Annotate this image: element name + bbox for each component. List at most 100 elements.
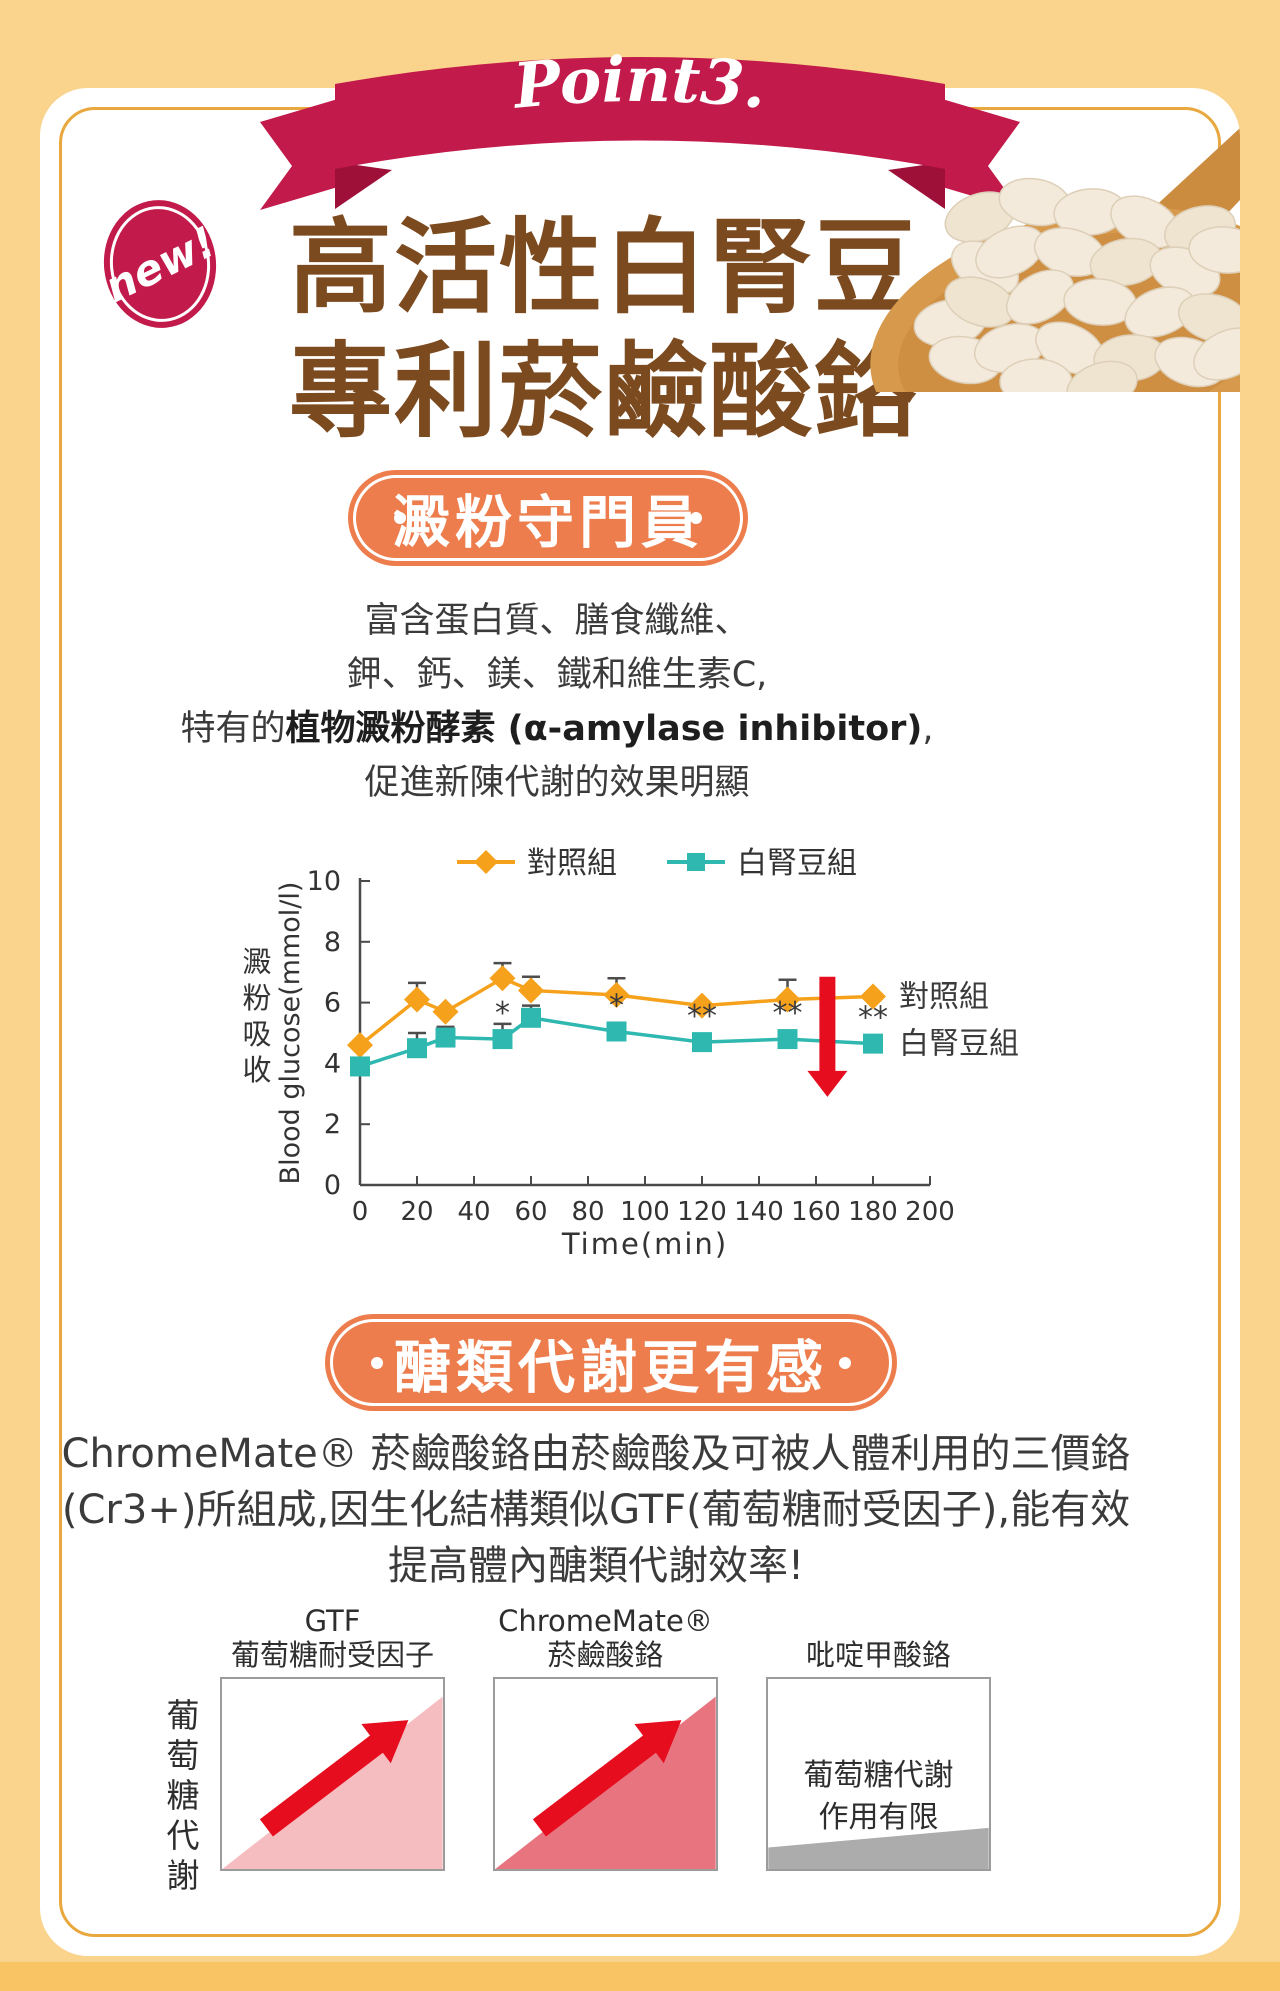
square-marker-icon <box>687 853 705 871</box>
beans-spoon-icon <box>870 128 1240 392</box>
body-text: , <box>922 709 934 749</box>
square-marker-icon <box>492 1029 513 1050</box>
x-tick: 160 <box>791 1197 841 1227</box>
x-tick: 60 <box>514 1197 547 1227</box>
diagram2-title: ChromeMate® 菸鹼酸鉻 <box>493 1598 718 1672</box>
page-title-line2: 專利菸鹼酸鉻 <box>289 331 919 452</box>
ribbon-label: Point3. <box>509 43 770 123</box>
diagram3-note-line1: 葡萄糖代謝 <box>803 1758 954 1793</box>
significance-marker: * <box>609 988 624 1023</box>
diamond-marker-icon <box>404 986 430 1013</box>
legend-label: 對照組 <box>527 846 617 881</box>
ribbon-band <box>335 57 945 169</box>
diagram2-title-line2: 菸鹼酸鉻 <box>547 1638 664 1672</box>
up-trend-arrow-icon <box>532 1720 682 1837</box>
square-marker-icon <box>863 1033 883 1054</box>
square-marker-icon <box>777 1029 798 1050</box>
ribbon-left-tail <box>260 96 348 210</box>
diagram1-title-line2: 葡萄糖耐受因子 <box>230 1638 434 1672</box>
flat-triangle <box>768 1827 989 1869</box>
body-line: 提高體內醣類代謝效率! <box>387 1543 805 1589</box>
ribbon-right-tail <box>932 96 1020 210</box>
body-line: 鉀、鈣、鎂、鐵和維生素C, <box>346 655 768 695</box>
content-card <box>40 88 1240 1956</box>
x-tick: 0 <box>352 1197 369 1227</box>
diamond-marker-icon <box>689 992 715 1019</box>
x-tick: 120 <box>677 1197 727 1227</box>
diagram3-title: 吡啶甲酸鉻 <box>766 1598 991 1672</box>
pill-dot <box>394 512 406 524</box>
diagram-box-picolinate: 葡萄糖代謝 作用有限 <box>766 1677 991 1871</box>
y-axis-label-cjk: 吸 <box>242 1017 271 1051</box>
pill-label: 醣類代謝更有感 <box>394 1334 828 1401</box>
body-line: 富含蛋白質、膳食纖維、 <box>364 601 750 641</box>
ribbon-banner-icon: Point3. <box>260 43 1020 210</box>
diamond-marker-icon <box>474 850 498 874</box>
square-marker-icon <box>606 1021 627 1042</box>
pill-dot <box>690 512 702 524</box>
bean <box>1066 360 1138 392</box>
diamond-marker-icon <box>603 982 630 1008</box>
y-tick: 2 <box>324 1109 341 1140</box>
diamond-marker-icon <box>860 983 886 1010</box>
diamond-marker-icon <box>774 986 801 1013</box>
diamond-marker-icon <box>518 977 544 1004</box>
x-tick: 180 <box>848 1197 898 1227</box>
page-title-line1: 高活性白腎豆 <box>289 207 919 328</box>
pill-dot <box>839 1356 851 1369</box>
section1-body: 富含蛋白質、膳食纖維、 鉀、鈣、鎂、鐵和維生素C, 特有的植物澱粉酵素 (α-a… <box>0 594 1114 810</box>
bottom-strip <box>0 1962 1280 1991</box>
series-end-label: 白腎豆組 <box>899 1027 1019 1062</box>
diagram1-title: GTF 葡萄糖耐受因子 <box>220 1598 445 1672</box>
diagram-box-chromemate <box>493 1677 718 1871</box>
body-text: 特有的 <box>180 709 286 749</box>
white-beans-photo <box>800 88 1240 392</box>
ribbon-text: Point3. <box>509 43 770 123</box>
square-marker-icon <box>692 1032 712 1053</box>
body-line: (Cr3+)所組成,因生化結構類似GTF(葡萄糖耐受因子),能有效 <box>61 1487 1131 1533</box>
series-end-label: 對照組 <box>899 980 989 1015</box>
body-text-bold: 植物澱粉酵素 (α-amylase inhibitor) <box>285 709 923 749</box>
up-trend-arrow-icon <box>259 1720 409 1837</box>
square-marker-icon <box>521 1007 541 1028</box>
x-tick: 200 <box>905 1197 955 1227</box>
diamond-marker-icon <box>432 998 459 1025</box>
bean <box>1193 327 1240 381</box>
x-tick: 20 <box>400 1197 433 1227</box>
diagram3-note-line2: 作用有限 <box>818 1800 939 1835</box>
x-tick: 100 <box>620 1197 670 1227</box>
legend-label: 白腎豆組 <box>737 846 857 881</box>
y-tick: 8 <box>324 927 341 958</box>
y-tick: 10 <box>307 866 341 897</box>
significance-marker: ** <box>773 996 803 1031</box>
diagram3-note: 葡萄糖代謝 作用有限 <box>768 1679 989 1869</box>
square-marker-icon <box>407 1038 427 1059</box>
bean <box>1188 226 1240 274</box>
diagram1-title-line1: GTF <box>304 1604 361 1638</box>
new-badge: new! <box>97 194 223 334</box>
x-tick: 140 <box>734 1197 784 1227</box>
significance-marker: * <box>495 996 510 1031</box>
y-tick: 6 <box>324 988 341 1019</box>
significance-marker: ** <box>858 1001 888 1036</box>
pill-dot <box>371 1356 383 1369</box>
y-axis-label-cjk: 收 <box>242 1053 271 1087</box>
diagram2-title-line1: ChromeMate® <box>498 1604 713 1638</box>
diamond-marker-icon <box>489 965 516 992</box>
x-tick: 80 <box>571 1197 604 1227</box>
y-axis-label: Blood glucose(mmol/l) <box>275 882 306 1185</box>
bean <box>1006 269 1074 325</box>
x-tick: 40 <box>457 1197 490 1227</box>
x-axis-label: Time(min) <box>561 1227 728 1261</box>
diagram-axis-label: 葡萄糖代謝 <box>161 1698 200 1898</box>
square-marker-icon <box>350 1056 370 1077</box>
starch-gatekeeper-pill: 澱粉守門員 <box>348 470 748 566</box>
y-tick: 4 <box>324 1048 341 1079</box>
y-tick: 0 <box>324 1170 341 1201</box>
diagram3-title-line1: 吡啶甲酸鉻 <box>805 1638 951 1672</box>
y-axis-label-cjk: 澱 <box>242 945 271 979</box>
y-axis-label-cjk: 粉 <box>242 981 271 1015</box>
section2-body: ChromeMate® 菸鹼酸鉻由菸鹼酸及可被人體利用的三價鉻 (Cr3+)所組… <box>0 1426 1192 1594</box>
